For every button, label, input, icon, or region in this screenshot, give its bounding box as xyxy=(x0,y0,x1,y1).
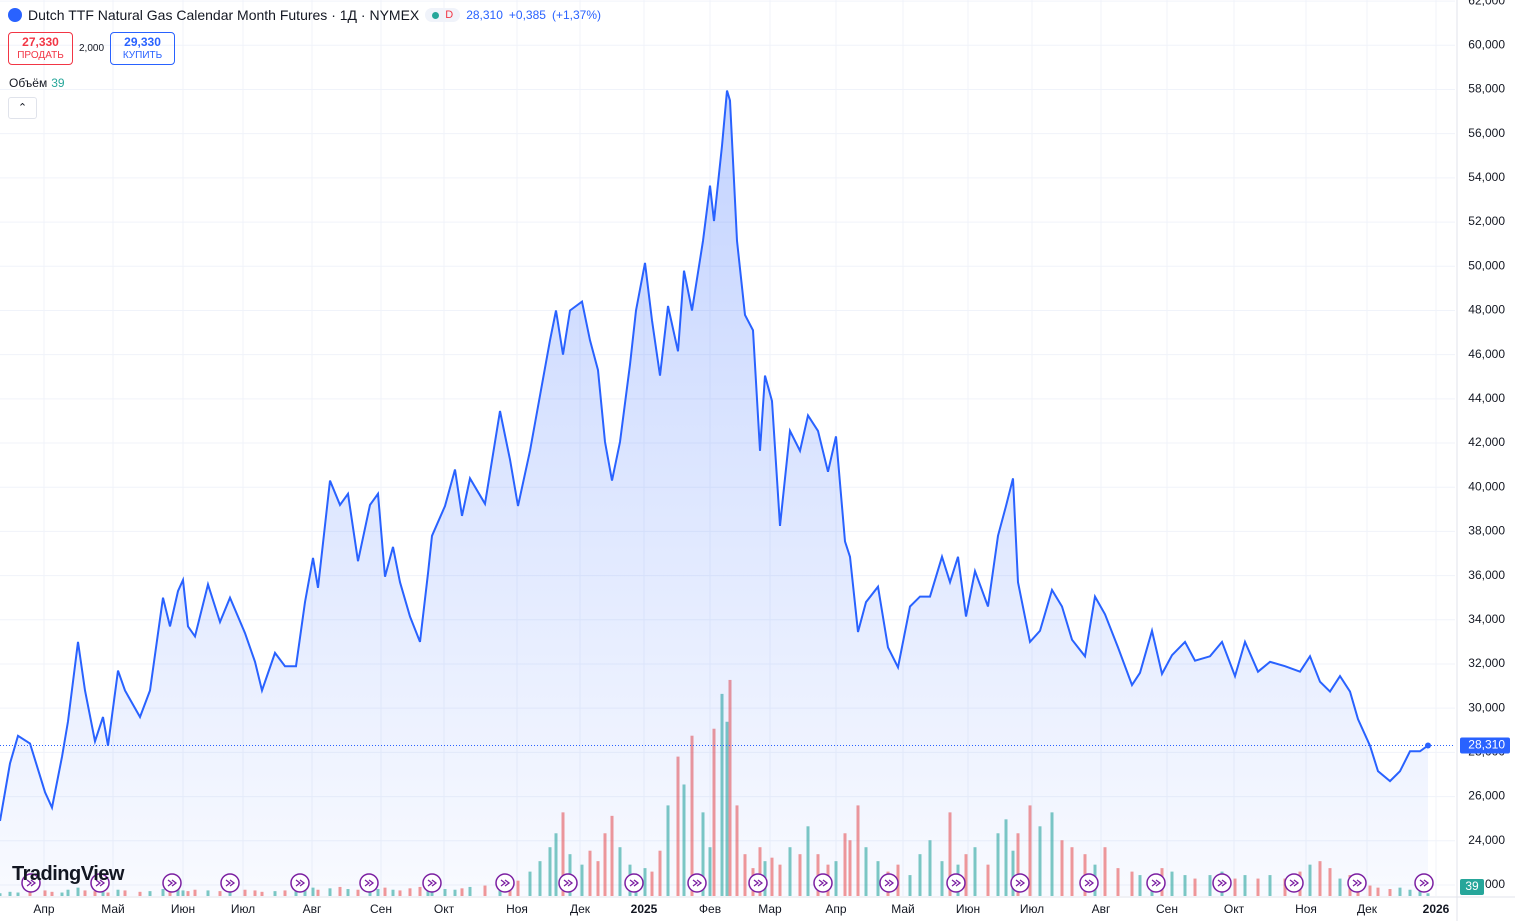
x-tick-label: 2026 xyxy=(1423,902,1450,916)
event-icon xyxy=(951,879,962,887)
price-line xyxy=(0,90,1429,822)
y-tick-label: 26,000 xyxy=(1468,789,1505,803)
x-tick-label: Ноя xyxy=(1295,902,1317,916)
y-tick-label: 36,000 xyxy=(1468,568,1505,582)
sell-price: 27,330 xyxy=(22,34,59,49)
x-tick-label: Мар xyxy=(758,902,782,916)
x-tick-label: Июл xyxy=(1020,902,1044,916)
y-tick-label: 58,000 xyxy=(1468,82,1505,96)
sell-button[interactable]: 27,330 ПРОДАТЬ xyxy=(8,32,73,65)
x-tick-label: Фев xyxy=(699,902,721,916)
event-icon xyxy=(225,879,236,887)
x-tick-label: Авг xyxy=(1092,902,1111,916)
y-tick-label: 62,000 xyxy=(1468,0,1505,7)
x-tick-label: Апр xyxy=(825,902,847,916)
price-tag-bg xyxy=(1460,737,1510,754)
volume-tag: 39 xyxy=(1465,879,1479,893)
x-tick-label: Дек xyxy=(1357,902,1378,916)
area-fill xyxy=(0,90,1428,897)
y-tick-label: 46,000 xyxy=(1468,347,1505,361)
x-tick-label: Авг xyxy=(303,902,322,916)
volume-legend: Объём 39 xyxy=(9,76,65,90)
status-pill[interactable]: D xyxy=(425,8,461,22)
y-tick-label: 56,000 xyxy=(1468,126,1505,140)
buy-price: 29,330 xyxy=(124,34,161,49)
x-tick-label: Июн xyxy=(956,902,980,916)
sell-label: ПРОДАТЬ xyxy=(17,49,64,61)
x-tick-label: Ноя xyxy=(506,902,528,916)
y-tick-label: 48,000 xyxy=(1468,303,1505,317)
x-tick-label: 2025 xyxy=(631,902,658,916)
x-tick-label: Июн xyxy=(171,902,195,916)
event-icon xyxy=(1289,879,1300,887)
event-icon xyxy=(1419,879,1430,887)
y-tick-label: 52,000 xyxy=(1468,214,1505,228)
change: +0,385 xyxy=(508,8,546,22)
buy-button[interactable]: 29,330 КУПИТЬ xyxy=(110,32,176,65)
event-icon xyxy=(95,879,106,887)
x-tick-label: Апр xyxy=(33,902,55,916)
symbol-icon xyxy=(8,8,22,22)
event-icon xyxy=(500,879,511,887)
event-icon xyxy=(26,879,37,887)
y-tick-label: 30,000 xyxy=(1468,700,1505,714)
event-icon xyxy=(1151,879,1162,887)
x-tick-label: Май xyxy=(891,902,915,916)
volume-label: Объём xyxy=(9,76,48,90)
x-tick-label: Окт xyxy=(1224,902,1245,916)
event-icon xyxy=(753,879,764,887)
y-tick-label: 42,000 xyxy=(1468,435,1505,449)
event-icon xyxy=(427,879,438,887)
y-tick-label: 60,000 xyxy=(1468,37,1505,51)
event-icon xyxy=(563,879,574,887)
event-icon xyxy=(1352,879,1363,887)
symbol-title: Dutch TTF Natural Gas Calendar Month Fut… xyxy=(28,7,420,23)
event-icon xyxy=(884,879,895,887)
event-icon xyxy=(692,879,703,887)
x-tick-label: Сен xyxy=(1156,902,1178,916)
market-dot xyxy=(432,11,440,19)
header: Dutch TTF Natural Gas Calendar Month Fut… xyxy=(8,7,601,23)
event-icon xyxy=(167,879,178,887)
y-tick-label: 50,000 xyxy=(1468,258,1505,272)
trade-panel: 27,330 ПРОДАТЬ 2,000 29,330 КУПИТЬ xyxy=(8,32,176,65)
event-icon xyxy=(364,879,375,887)
y-tick-label: 34,000 xyxy=(1468,612,1505,626)
event-icon xyxy=(295,879,306,887)
logo: TradingView xyxy=(12,863,124,885)
spread: 2,000 xyxy=(79,43,105,54)
volume-tag-bg xyxy=(1460,879,1484,895)
event-icon xyxy=(629,879,640,887)
x-tick-label: Окт xyxy=(434,902,455,916)
x-tick-label: Дек xyxy=(570,902,591,916)
volume-value: 39 xyxy=(51,76,65,90)
y-tick-label: 32,000 xyxy=(1468,656,1505,670)
event-icon xyxy=(1015,879,1026,887)
event-icon xyxy=(818,879,829,887)
interval-badge: D xyxy=(445,9,454,21)
y-tick-label: 40,000 xyxy=(1468,479,1505,493)
last-point xyxy=(1425,742,1431,749)
y-tick-label: 54,000 xyxy=(1468,170,1505,184)
collapse-button[interactable]: ⌃ xyxy=(8,97,37,119)
y-tick-label: 38,000 xyxy=(1468,524,1505,538)
x-tick-label: Май xyxy=(101,902,125,916)
y-tick-label: 44,000 xyxy=(1468,391,1505,405)
change-pct: (+1,37%) xyxy=(551,8,601,22)
last-price: 28,310 xyxy=(466,8,503,22)
buy-label: КУПИТЬ xyxy=(122,49,163,61)
x-tick-label: Июл xyxy=(231,902,255,916)
event-icon xyxy=(1217,879,1228,887)
x-tick-label: Сен xyxy=(370,902,392,916)
event-icon xyxy=(1084,879,1095,887)
price-tag: 28,310 xyxy=(1468,738,1505,752)
y-tick-label: 24,000 xyxy=(1468,833,1505,847)
